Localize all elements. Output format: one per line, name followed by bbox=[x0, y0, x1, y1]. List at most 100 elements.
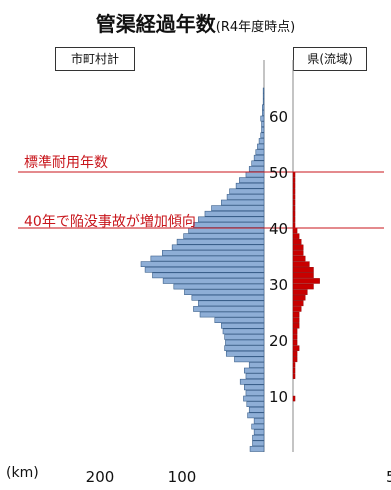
bar-right-year-25 bbox=[292, 311, 300, 318]
bar-right-year-27 bbox=[292, 300, 304, 307]
bar-left-year-22 bbox=[222, 328, 265, 335]
bar-right-year-50 bbox=[292, 171, 296, 178]
bar-left-year-47 bbox=[229, 188, 265, 195]
bar-right-year-19 bbox=[292, 345, 300, 351]
bar-left-year-1 bbox=[249, 446, 265, 452]
bar-left-year-17 bbox=[234, 356, 265, 363]
bar-right-year-34 bbox=[292, 261, 310, 267]
bar-left-year-42 bbox=[198, 216, 265, 223]
bar-right-year-41 bbox=[292, 222, 296, 228]
bar-left-year-26 bbox=[193, 306, 265, 312]
bar-right-year-17 bbox=[292, 356, 298, 363]
bar-right-year-49 bbox=[292, 177, 296, 183]
bar-left-year-23 bbox=[221, 322, 265, 329]
y-tick-label-20: 20 bbox=[269, 332, 288, 350]
bar-left-year-59 bbox=[261, 121, 265, 127]
bar-right-year-20 bbox=[292, 339, 298, 346]
bar-left-year-41 bbox=[193, 222, 265, 228]
bar-left-year-24 bbox=[214, 317, 265, 324]
x-tick-left-200: 200 bbox=[86, 468, 115, 486]
bar-left-year-15 bbox=[244, 367, 265, 374]
bar-left-year-25 bbox=[199, 311, 265, 318]
bar-left-year-16 bbox=[248, 362, 265, 368]
bar-right-year-44 bbox=[292, 205, 296, 211]
bar-left-year-27 bbox=[198, 300, 265, 307]
bar-left-year-33 bbox=[144, 266, 265, 273]
bar-right-year-46 bbox=[292, 194, 296, 200]
bar-left-year-34 bbox=[140, 261, 265, 268]
x-tick-right-50: 50 bbox=[386, 468, 391, 486]
bar-left-year-39 bbox=[183, 233, 265, 240]
bar-left-year-49 bbox=[239, 177, 265, 184]
bar-left-year-43 bbox=[204, 210, 265, 217]
bar-left-year-5 bbox=[251, 423, 265, 430]
y-tick-label-60: 60 bbox=[269, 108, 288, 126]
bar-right-year-32 bbox=[292, 272, 314, 279]
bar-left-year-51 bbox=[248, 166, 265, 172]
bar-left-year-38 bbox=[176, 238, 265, 245]
bar-right-year-30 bbox=[292, 283, 314, 290]
bar-right-year-47 bbox=[292, 188, 296, 195]
bar-left-year-14 bbox=[245, 373, 265, 380]
legend-right-box: 県(流域) bbox=[293, 47, 367, 71]
bar-left-year-55 bbox=[257, 143, 265, 150]
bar-left-year-52 bbox=[251, 160, 265, 167]
bar-right-year-15 bbox=[292, 367, 296, 374]
annotation-standard-life: 標準耐用年数 bbox=[24, 155, 108, 171]
bar-right-year-31 bbox=[292, 278, 320, 284]
bar-left-year-65 bbox=[262, 87, 265, 94]
bar-right-year-21 bbox=[292, 334, 298, 340]
bar-left-year-35 bbox=[150, 255, 265, 262]
bar-left-year-13 bbox=[239, 378, 265, 385]
title-main-text: 管渠経過年数 bbox=[95, 12, 216, 36]
bar-left-year-31 bbox=[162, 278, 265, 284]
bar-left-year-20 bbox=[225, 339, 265, 346]
y-tick-label-40: 40 bbox=[269, 220, 288, 238]
bar-left-year-40 bbox=[188, 227, 265, 234]
legend-left-box: 市町村計 bbox=[55, 47, 135, 71]
bar-right-year-33 bbox=[292, 267, 314, 273]
bar-left-year-44 bbox=[211, 205, 265, 212]
bar-left-year-61 bbox=[262, 110, 265, 116]
bar-left-year-11 bbox=[245, 390, 265, 396]
bar-left-year-62 bbox=[262, 104, 265, 111]
bar-right-year-18 bbox=[292, 351, 298, 357]
bar-right-year-28 bbox=[292, 295, 306, 301]
bar-left-year-4 bbox=[253, 429, 265, 436]
bar-left-year-53 bbox=[253, 154, 265, 161]
bar-left-year-21 bbox=[224, 334, 265, 340]
title-subtitle-text: (R4年度時点) bbox=[215, 20, 296, 35]
bar-right-year-22 bbox=[292, 328, 298, 335]
bar-right-year-16 bbox=[292, 362, 296, 368]
bar-left-year-10 bbox=[243, 395, 265, 402]
bar-right-year-26 bbox=[292, 306, 302, 312]
y-tick-label-30: 30 bbox=[269, 276, 288, 294]
bar-left-year-3 bbox=[252, 434, 265, 441]
bar-right-year-36 bbox=[292, 250, 304, 256]
bar-left-year-54 bbox=[255, 149, 265, 156]
annotation-40-years: 40年で陥没事故が増加傾向 bbox=[24, 214, 196, 230]
bar-left-year-19 bbox=[224, 345, 265, 352]
bar-right-year-29 bbox=[292, 289, 308, 295]
bar-right-year-43 bbox=[292, 210, 296, 217]
bar-left-year-56 bbox=[258, 138, 265, 144]
y-tick-label-50: 50 bbox=[269, 164, 288, 182]
bar-left-year-2 bbox=[252, 440, 265, 447]
bar-left-year-30 bbox=[173, 283, 265, 290]
x-axis-unit: (km) bbox=[6, 465, 39, 481]
bar-left-year-28 bbox=[191, 294, 265, 301]
bar-left-year-63 bbox=[262, 98, 265, 105]
bar-right-year-10 bbox=[292, 395, 296, 402]
y-tick-label-10: 10 bbox=[269, 388, 288, 406]
bar-right-year-42 bbox=[292, 216, 296, 223]
bar-left-year-64 bbox=[262, 93, 265, 99]
bar-left-year-7 bbox=[247, 412, 265, 419]
bar-right-year-48 bbox=[292, 182, 296, 189]
bar-right-year-14 bbox=[292, 373, 296, 379]
bar-left-year-12 bbox=[244, 384, 265, 391]
bar-left-year-50 bbox=[245, 171, 265, 178]
bar-left-year-58 bbox=[261, 126, 265, 133]
bar-left-year-60 bbox=[260, 115, 265, 122]
